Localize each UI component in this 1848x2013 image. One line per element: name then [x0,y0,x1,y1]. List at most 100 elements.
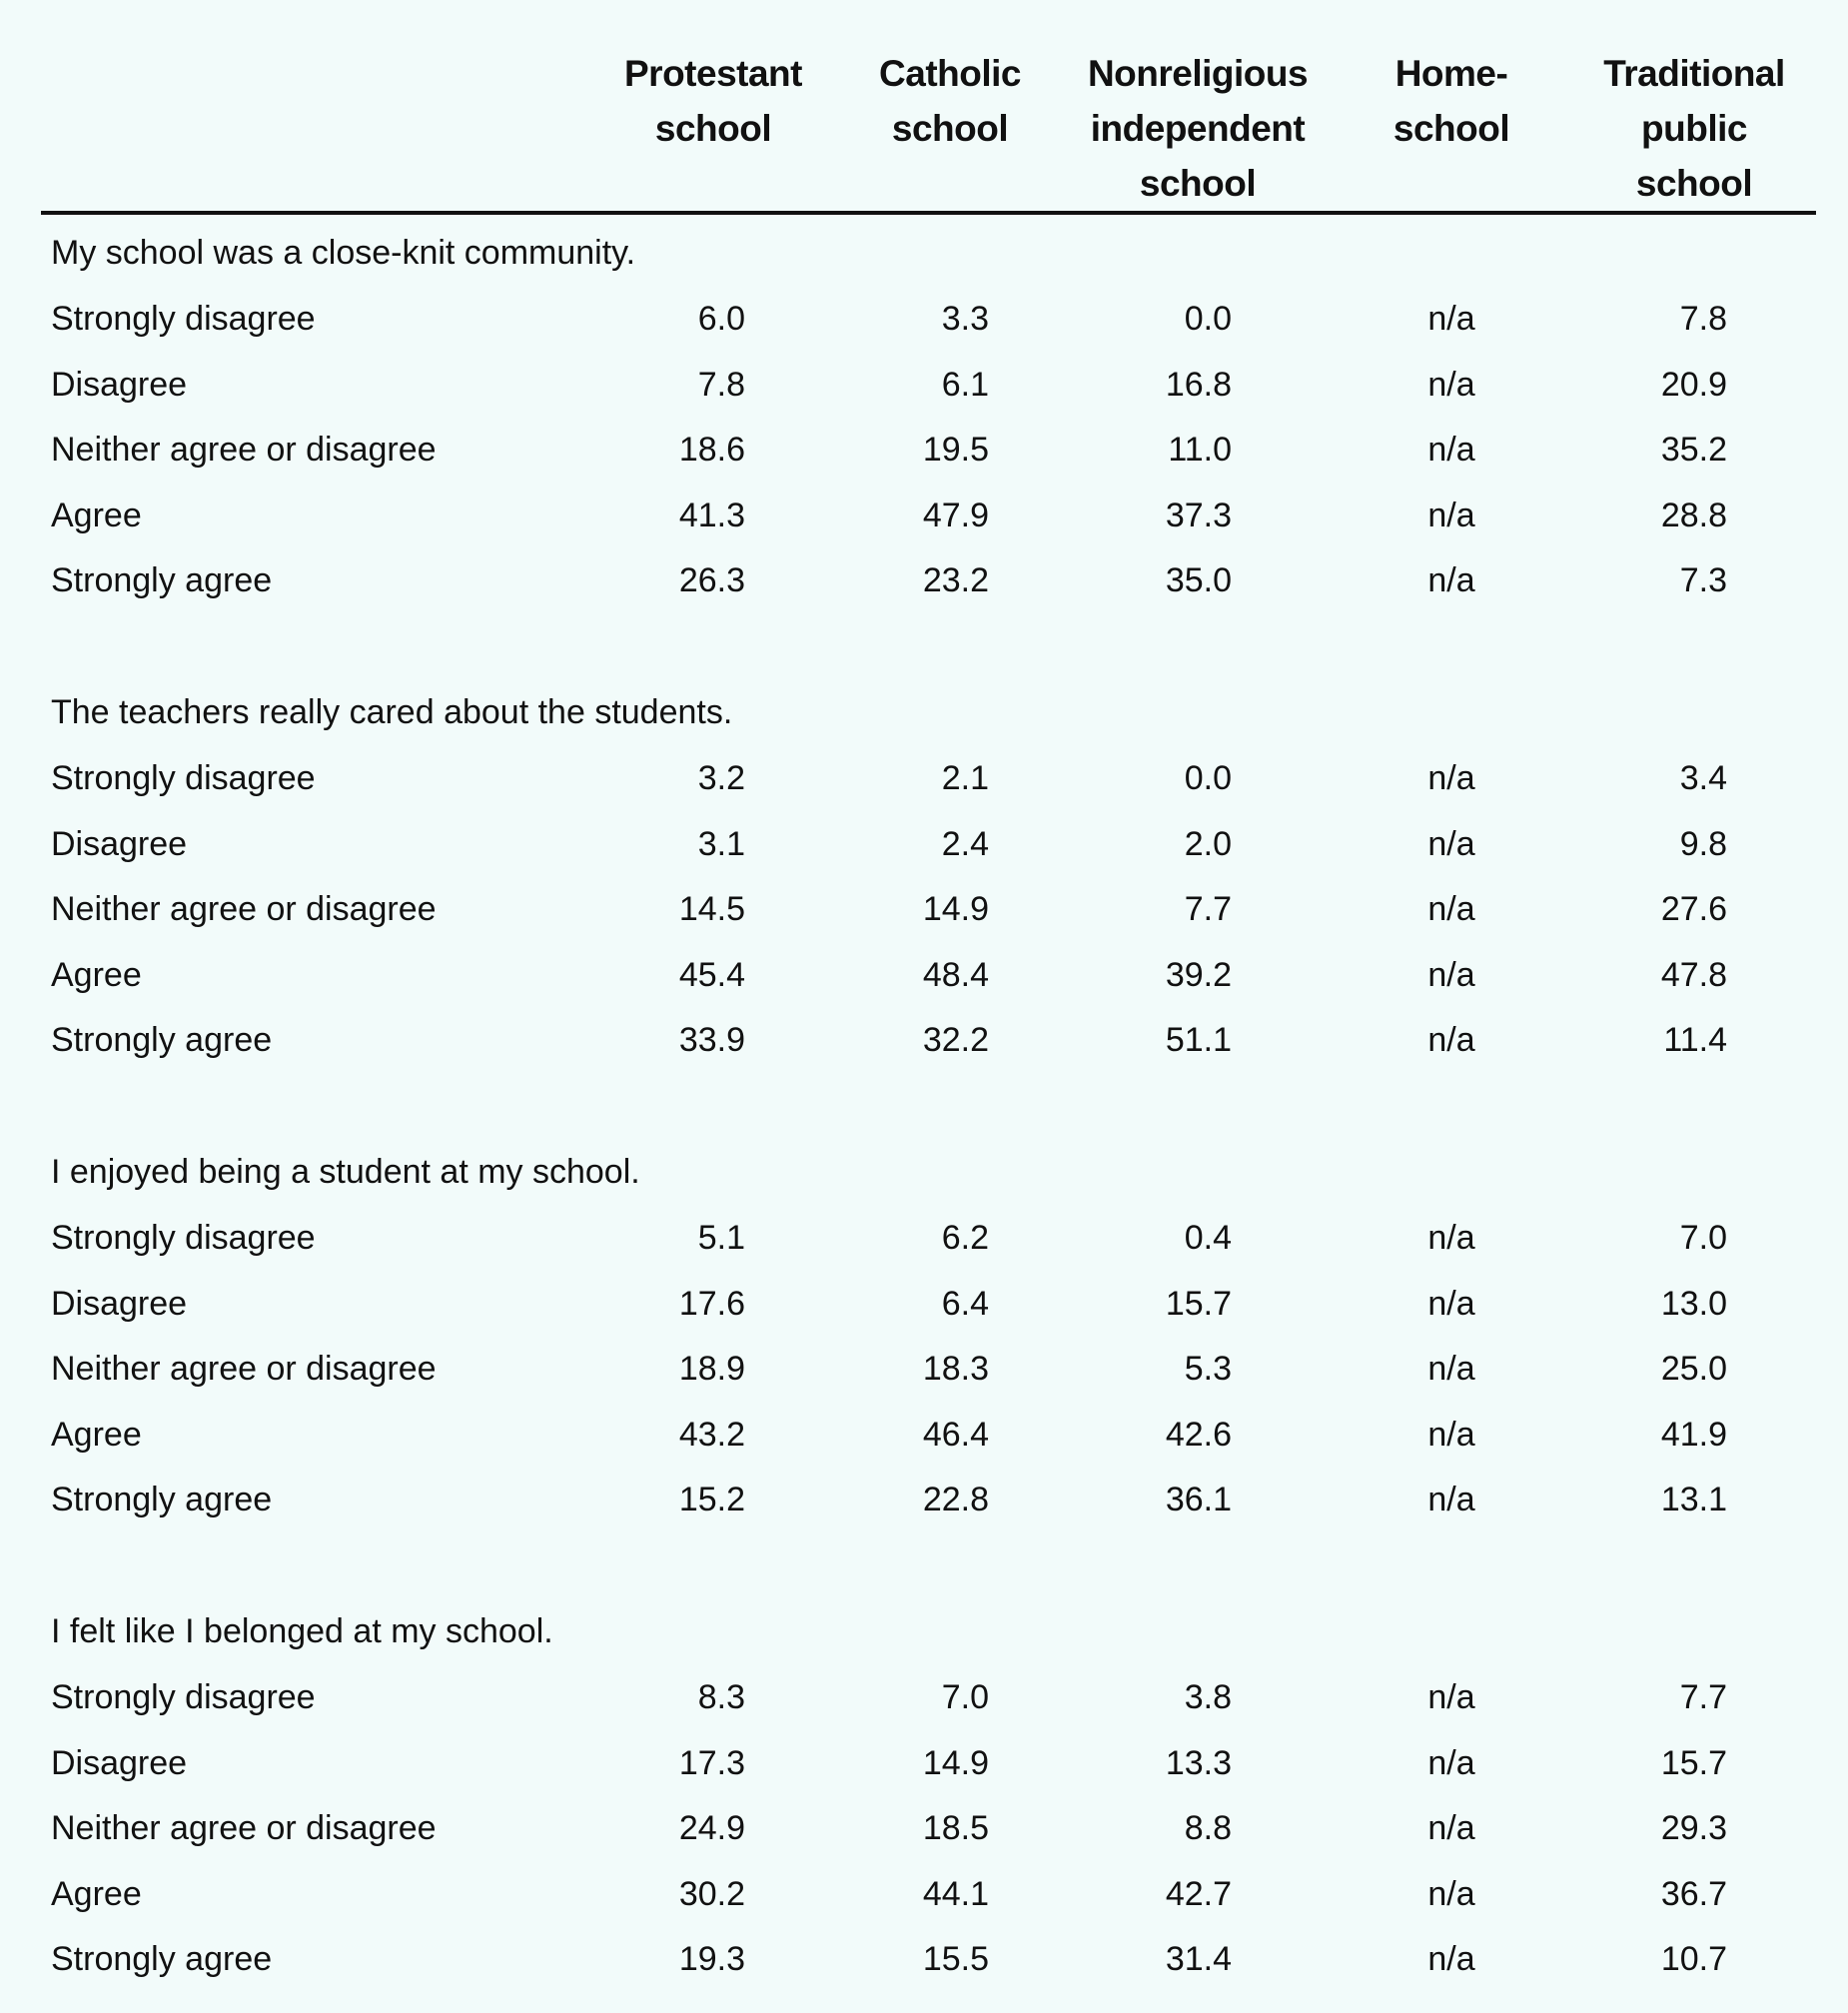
cell-value: 35.0 [1165,561,1232,600]
section-title-text: I enjoyed being a student at my school. [51,1153,640,1191]
table-row: Disagree 3.1 2.4 2.0 n/a 9.8 [0,814,1848,874]
cell-value: n/a [1427,1809,1475,1848]
column-header: Traditional public school [1574,46,1814,211]
cell-value: n/a [1427,365,1475,404]
row-label: Agree [51,955,142,994]
cell-value: 6.2 [941,1219,989,1257]
row-label: Strongly disagree [51,759,316,797]
cell-value: 5.3 [1184,1350,1232,1389]
cell-value: 32.2 [922,1021,989,1060]
table-row: Neither agree or disagree 18.6 19.5 11.0 n/a… [0,420,1848,480]
cell-value: 29.3 [1660,1809,1727,1848]
cell-value: 9.8 [1679,824,1727,863]
column-header-line: independent [1090,108,1306,149]
cell-value: 17.3 [678,1743,745,1782]
cell-value: 20.9 [1660,365,1727,404]
cell-value: 3.4 [1679,759,1727,797]
cell-value: 42.6 [1165,1415,1232,1454]
cell-value: 6.0 [697,300,745,338]
table-row: Disagree 17.3 14.9 13.3 n/a 15.7 [0,1733,1848,1793]
cell-value: 46.4 [922,1415,989,1454]
cell-value: n/a [1427,1284,1475,1323]
cell-value: 36.1 [1165,1481,1232,1519]
cell-value: 26.3 [678,561,745,600]
column-header-line: school [1139,163,1257,204]
column-header-line: public [1641,108,1747,149]
table-row: Agree 45.4 48.4 39.2 n/a 47.8 [0,945,1848,1005]
cell-value: 6.4 [941,1284,989,1323]
table-row: Neither agree or disagree 14.5 14.9 7.7 n/a 2… [0,879,1848,939]
cell-value: n/a [1427,890,1475,929]
cell-value: 47.9 [922,496,989,534]
cell-value: n/a [1427,955,1475,994]
row-label: Neither agree or disagree [51,1350,437,1389]
cell-value: 7.0 [1679,1219,1727,1257]
column-header-line: school [654,108,772,149]
row-label: Strongly agree [51,1481,273,1519]
row-label: Strongly agree [51,1021,273,1060]
cell-value: 11.4 [1663,1021,1727,1060]
cell-value: 13.0 [1660,1284,1727,1323]
cell-value: 3.3 [941,300,989,338]
column-header-line: school [891,108,1009,149]
table-row: Disagree 7.8 6.1 16.8 n/a 20.9 [0,355,1848,415]
cell-value: 10.7 [1660,1940,1727,1979]
cell-value: 7.7 [1184,890,1232,929]
cell-value: n/a [1427,561,1475,600]
cell-value: 8.8 [1184,1809,1232,1848]
cell-value: 17.6 [678,1284,745,1323]
section-title: My school was a close-knit community. [0,223,1848,283]
table-row: Strongly agree 26.3 23.2 35.0 n/a 7.3 [0,550,1848,610]
section-title: The teachers really cared about the stud… [0,682,1848,742]
cell-value: 19.3 [678,1940,745,1979]
table-row: Strongly disagree 6.0 3.3 0.0 n/a 7.8 [0,289,1848,349]
cell-value: 41.3 [678,496,745,534]
cell-value: n/a [1427,431,1475,470]
cell-value: 6.1 [941,365,989,404]
cell-value: 19.5 [922,431,989,470]
cell-value: 3.2 [697,759,745,797]
column-header: Home-school [1332,46,1571,156]
row-label: Neither agree or disagree [51,890,437,929]
row-label: Neither agree or disagree [51,431,437,470]
row-label: Agree [51,496,142,534]
cell-value: 42.7 [1165,1874,1232,1913]
cell-value: n/a [1427,496,1475,534]
cell-value: 41.9 [1660,1415,1727,1454]
row-label: Disagree [51,365,188,404]
cell-value: n/a [1427,759,1475,797]
table-row: Strongly agree 33.9 32.2 51.1 n/a 11.4 [0,1010,1848,1070]
row-label: Disagree [51,1743,188,1782]
row-label: Strongly disagree [51,1219,316,1257]
row-label: Strongly disagree [51,300,316,338]
cell-value: 25.0 [1660,1350,1727,1389]
cell-value: 45.4 [678,955,745,994]
cell-value: 31.4 [1165,1940,1232,1979]
cell-value: 44.1 [922,1874,989,1913]
cell-value: 48.4 [922,955,989,994]
cell-value: 3.8 [1184,1678,1232,1716]
cell-value: 5.1 [697,1219,745,1257]
cell-value: 0.4 [1184,1219,1232,1257]
cell-value: 18.6 [678,431,745,470]
table-row: Agree 43.2 46.4 42.6 n/a 41.9 [0,1405,1848,1465]
row-label: Disagree [51,824,188,863]
cell-value: n/a [1427,1219,1475,1257]
cell-value: 2.0 [1184,824,1232,863]
cell-value: 3.1 [697,824,745,863]
cell-value: n/a [1427,1678,1475,1716]
column-header-line: Traditional [1603,53,1785,94]
cell-value: n/a [1427,1350,1475,1389]
column-header-line: school [1392,108,1510,149]
cell-value: 13.1 [1660,1481,1727,1519]
cell-value: n/a [1427,1481,1475,1519]
cell-value: n/a [1427,824,1475,863]
cell-value: 27.6 [1660,890,1727,929]
cell-value: 18.5 [922,1809,989,1848]
cell-value: 13.3 [1165,1743,1232,1782]
section-title: I felt like I belonged at my school. [0,1601,1848,1661]
cell-value: 23.2 [922,561,989,600]
cell-value: n/a [1427,1940,1475,1979]
row-label: Neither agree or disagree [51,1809,437,1848]
cell-value: 33.9 [678,1021,745,1060]
